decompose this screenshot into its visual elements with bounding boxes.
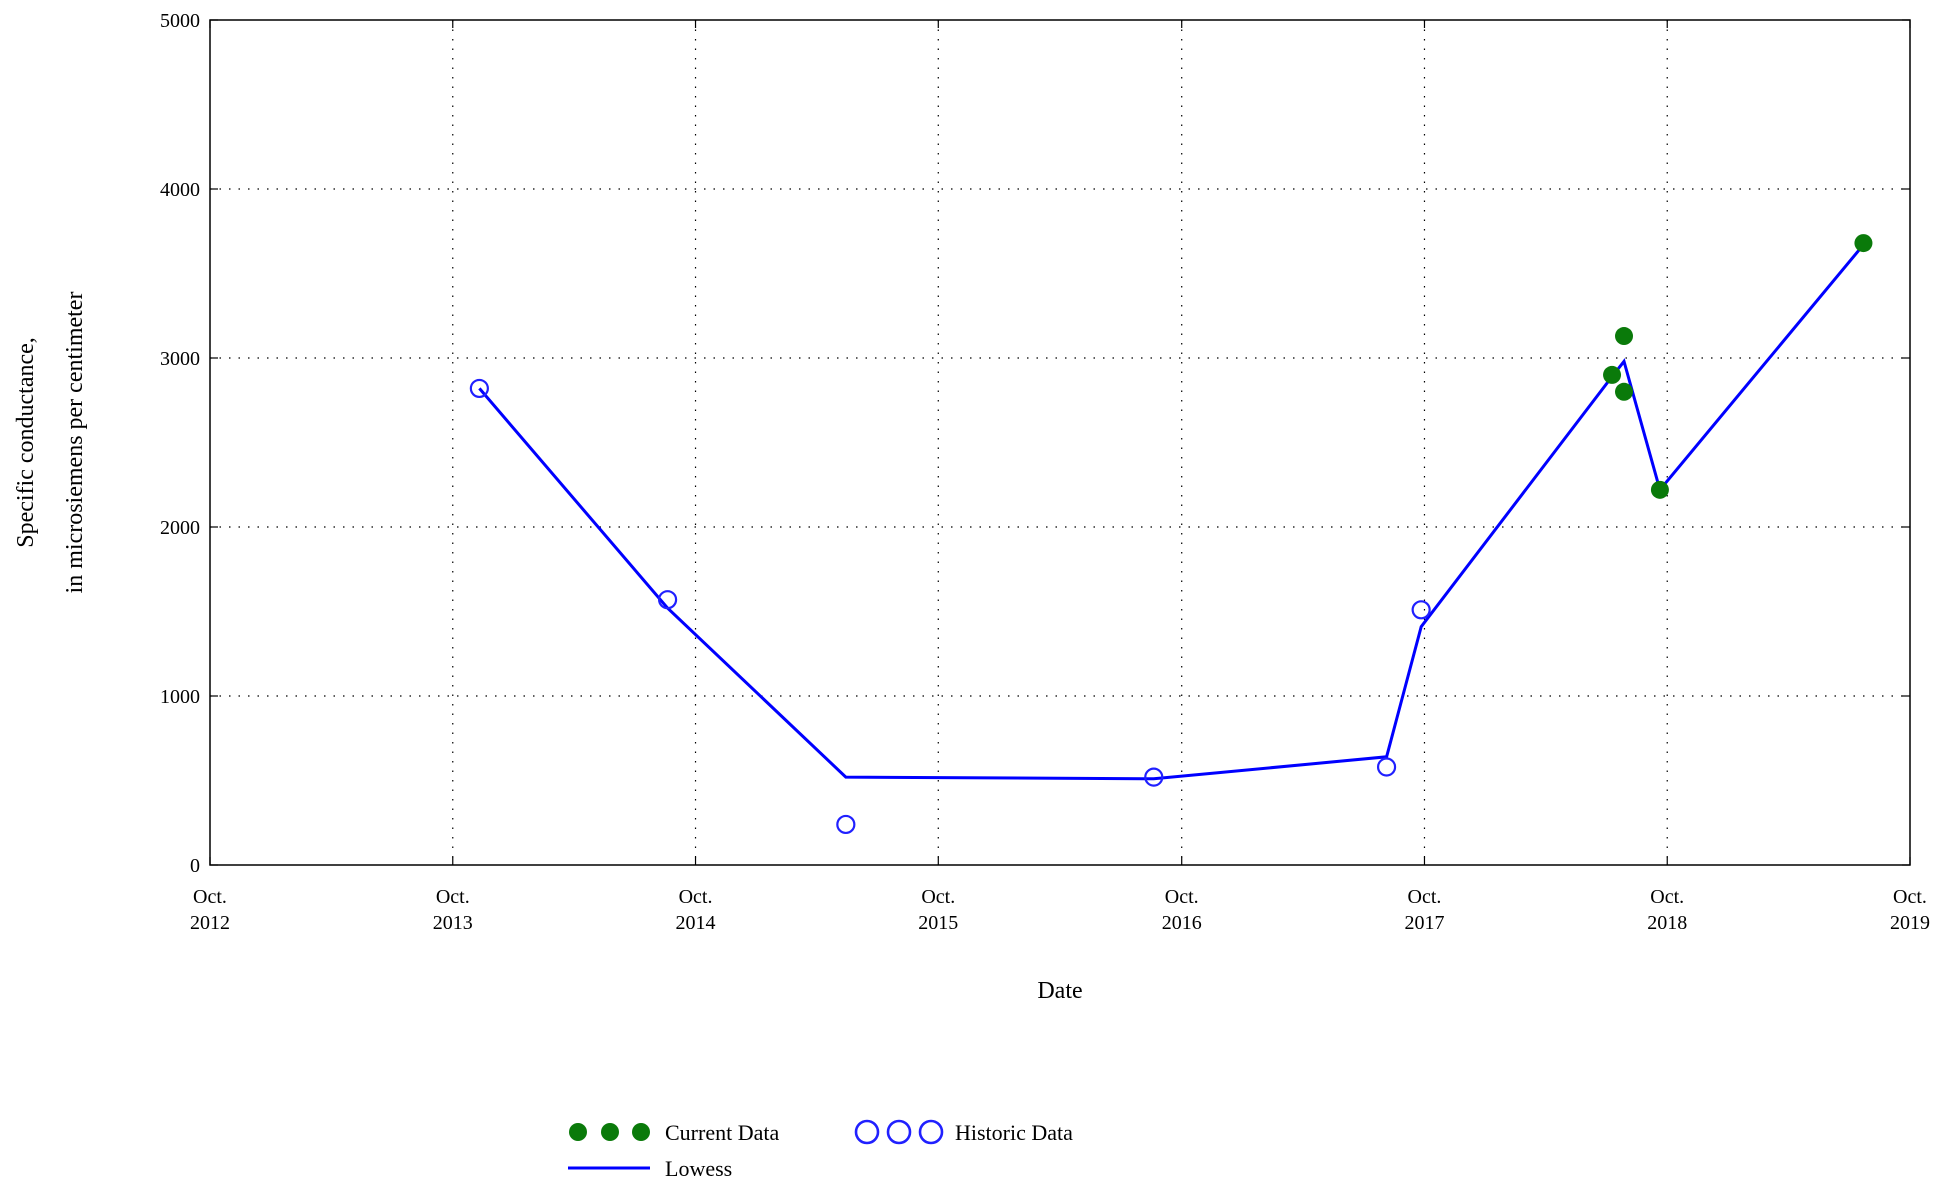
x-tick-label-month: Oct.: [1165, 886, 1199, 908]
y-axis-title-line-2: in microsiemens per centimeter: [62, 292, 88, 594]
current-data-point: [1603, 365, 1622, 384]
x-axis: Oct. 2012 Oct. 2013 Oct. 2014 Oct. 2015 Oct. 2016…: [190, 20, 1930, 934]
series: [469, 234, 1873, 835]
current-data-point: [1615, 327, 1634, 346]
grid: [210, 20, 1910, 865]
legend-current-data-marker: [569, 1123, 650, 1141]
historic-data-point: [1376, 757, 1397, 777]
legend-historic-data-marker: [854, 1119, 944, 1145]
y-axis: 0 1000 2000 3000 4000 5000: [160, 10, 1910, 877]
historic-data-point: [1411, 600, 1431, 620]
legend-current-data-dot: [569, 1123, 587, 1141]
y-tick-label: 5000: [160, 10, 200, 32]
legend-historic-data-ring: [886, 1119, 912, 1145]
x-tick-label-year: 2016: [1162, 912, 1202, 934]
legend-historic-data-ring: [854, 1119, 880, 1145]
legend-current-data-label: Current Data: [665, 1120, 779, 1145]
plot-frame: [209, 19, 1911, 866]
x-tick-label-year: 2013: [433, 912, 473, 934]
x-tick-label-month: Oct.: [193, 886, 227, 908]
x-tick-label-month: Oct.: [1650, 886, 1684, 908]
y-axis-title-line-1: Specific conductance,: [13, 337, 39, 548]
y-axis-title: Specific conductance, in microsiemens pe…: [13, 292, 88, 594]
x-tick-label-month: Oct.: [1408, 886, 1442, 908]
current-data-point: [1650, 480, 1669, 499]
x-tick-label-year: 2014: [676, 912, 716, 934]
current-data-point: [1854, 234, 1873, 253]
x-tick-label-month: Oct.: [921, 886, 955, 908]
y-tick-label: 4000: [160, 179, 200, 201]
x-tick-label-month: Oct.: [436, 886, 470, 908]
legend-historic-data-ring: [918, 1119, 944, 1145]
legend-current-data-dot: [632, 1123, 650, 1141]
y-tick-label: 1000: [160, 686, 200, 708]
historic-data-point: [836, 814, 856, 835]
historic-data-point: [1144, 767, 1164, 787]
x-tick-label-year: 2017: [1404, 912, 1444, 934]
legend-current-data-dot: [601, 1123, 619, 1141]
x-tick-label-month: Oct.: [679, 886, 713, 908]
historic-data-point: [469, 378, 489, 399]
lowess-line: [478, 243, 1865, 781]
x-tick-label-year: 2018: [1647, 912, 1687, 934]
y-tick-label: 0: [190, 855, 200, 877]
legend: Current Data Historic Data Lowess: [568, 1119, 1073, 1181]
y-tick-label: 3000: [160, 348, 200, 370]
x-axis-title: Date: [1037, 978, 1082, 1004]
x-tick-label-year: 2019: [1890, 912, 1930, 934]
legend-historic-data-label: Historic Data: [955, 1120, 1073, 1145]
legend-lowess-label: Lowess: [665, 1156, 732, 1181]
y-tick-label: 2000: [160, 517, 200, 539]
x-tick-label-year: 2012: [190, 912, 230, 934]
current-data-point: [1615, 382, 1634, 401]
historic-data-point: [657, 590, 678, 610]
x-tick-label-month: Oct.: [1893, 886, 1927, 908]
x-tick-label-year: 2015: [918, 912, 958, 934]
